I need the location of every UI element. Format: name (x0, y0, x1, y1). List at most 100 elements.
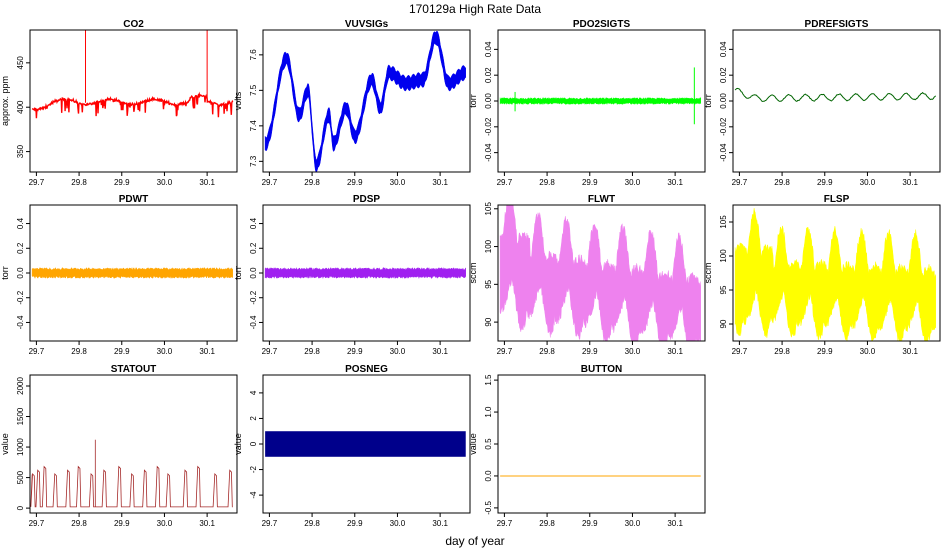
x-tick-label: 30.0 (390, 347, 406, 356)
y-tick-label: 7.3 (249, 155, 258, 167)
y-tick-label: -0.04 (484, 143, 493, 162)
panel-frame-button (497, 374, 706, 514)
panel-title-pdo2sigts: PDO2SIGTS (573, 19, 631, 30)
panel-series-flsp (734, 208, 936, 341)
panel-series-pdwt (31, 266, 233, 280)
y-tick-label: 0.0 (16, 267, 25, 279)
x-tick-label: 29.9 (347, 519, 363, 528)
y-tick-label: -4 (249, 491, 258, 499)
y-tick-label: 1000 (16, 438, 25, 456)
y-tick-label: 100 (484, 239, 493, 253)
x-tick-label: 29.8 (71, 347, 87, 356)
panel-pdrefsigts: PDREFSIGTS torr 29.7 29.8 29.9 30.0 30.1 -0.04 -… (703, 19, 941, 187)
panel-frame-co2 (29, 29, 238, 173)
y-tick-label: 0.5 (484, 438, 493, 450)
x-tick-label: 29.7 (732, 178, 748, 187)
y-tick-label: 0.00 (719, 93, 728, 109)
panel-button: BUTTON value 29.7 29.8 29.9 30.0 30.1 -0.5 0.0 0.… (468, 364, 706, 528)
panel-ylabel-flwt: sccm (468, 263, 478, 284)
x-tick-label: 29.7 (29, 347, 45, 356)
panel-series-pdrefsigts (734, 87, 937, 102)
panel-ylabel-statout: value (0, 433, 10, 455)
panel-series-statout (30, 439, 233, 508)
x-tick-label: 29.9 (582, 347, 598, 356)
x-tick-label: 30.1 (432, 519, 448, 528)
y-tick-label: 1.0 (484, 406, 493, 418)
panel-co2: CO2 approx. ppm 29.7 29.8 29.9 30.0 30.1 350 400… (0, 19, 238, 187)
figure-x-axis-label: day of year (445, 534, 504, 548)
series-line-pdrefsigts (734, 87, 937, 102)
y-tick-label: -0.4 (249, 315, 258, 329)
panel-title-pdwt: PDWT (119, 194, 148, 205)
y-tick-label: 400 (16, 100, 25, 114)
x-tick-label: 29.8 (539, 519, 555, 528)
y-tick-label: 4 (249, 390, 258, 395)
y-tick-label: 90 (484, 317, 493, 326)
y-tick-label: 2000 (16, 377, 25, 395)
series-band-pdo2sigts (499, 96, 701, 106)
y-tick-label: -0.2 (249, 290, 258, 304)
series-band-flsp (734, 208, 936, 341)
y-tick-label: 100 (719, 249, 728, 263)
panel-series-flwt (499, 205, 701, 341)
x-tick-label: 29.7 (732, 347, 748, 356)
x-tick-label: 30.0 (860, 347, 876, 356)
y-tick-label: 350 (16, 144, 25, 158)
panel-flwt: FLWT sccm 29.7 29.8 29.9 30.0 30.1 90 95 100 105 (468, 194, 706, 356)
panel-title-flsp: FLSP (824, 194, 850, 205)
x-tick-label: 30.0 (625, 519, 641, 528)
x-tick-label: 30.0 (390, 519, 406, 528)
panel-pdo2sigts: PDO2SIGTS torr 29.7 29.8 29.9 30.0 30.1 -0.04 -0… (468, 19, 706, 187)
x-tick-label: 29.9 (582, 519, 598, 528)
x-tick-label: 30.1 (199, 178, 215, 187)
y-tick-label: 95 (719, 285, 728, 294)
panel-series-vuvsigs (264, 30, 466, 172)
panel-series-posneg (265, 431, 466, 457)
x-tick-label: 29.7 (29, 178, 45, 187)
series-line-co2 (31, 91, 234, 119)
y-tick-label: 0.00 (484, 93, 493, 109)
y-tick-label: 0 (16, 505, 25, 510)
x-tick-label: 29.8 (304, 519, 320, 528)
x-tick-label: 29.8 (304, 347, 320, 356)
panel-ylabel-co2: approx. ppm (0, 76, 10, 126)
panel-pdsp: PDSP torr 29.7 29.8 29.9 30.0 30.1 -0.4 -0.2 0.0 0… (233, 194, 471, 356)
panel-posneg: POSNEG value 29.7 29.8 29.9 30.0 30.1 -4 -2 0 2 4 (233, 364, 471, 528)
x-tick-label: 30.0 (157, 178, 173, 187)
x-tick-label: 29.9 (114, 178, 130, 187)
x-tick-label: 30.1 (667, 347, 683, 356)
x-tick-label: 30.1 (199, 347, 215, 356)
panel-title-posneg: POSNEG (345, 364, 388, 375)
series-band-posneg (265, 431, 466, 457)
y-tick-label: 0 (249, 441, 258, 446)
panel-frame-vuvsigs (262, 29, 471, 173)
x-tick-label: 29.7 (497, 178, 513, 187)
figure-super-title: 170129a High Rate Data (409, 2, 541, 16)
panel-title-pdsp: PDSP (353, 194, 381, 205)
y-tick-label: 1.5 (484, 374, 493, 386)
x-tick-label: 29.7 (262, 178, 278, 187)
x-tick-label: 29.7 (497, 519, 513, 528)
y-tick-label: 105 (484, 202, 493, 216)
panel-title-statout: STATOUT (111, 364, 157, 375)
x-tick-label: 29.7 (29, 519, 45, 528)
panel-ylabel-pdsp: torr (233, 266, 243, 280)
panel-ylabel-vuvsigs: volts (233, 91, 243, 110)
x-tick-label: 29.8 (774, 347, 790, 356)
panel-title-button: BUTTON (581, 364, 622, 375)
panel-ylabel-pdrefsigts: torr (703, 94, 713, 108)
series-band-pdwt (31, 266, 233, 280)
y-tick-label: -0.2 (16, 290, 25, 304)
y-tick-label: 90 (719, 319, 728, 328)
panel-series-pdsp (264, 266, 466, 280)
panel-pdwt: PDWT torr 29.7 29.8 29.9 30.0 30.1 -0.4 -0.2 0.0 0… (0, 194, 238, 356)
x-tick-label: 30.1 (667, 519, 683, 528)
y-tick-label: -0.4 (16, 315, 25, 329)
y-tick-label: -0.5 (484, 500, 493, 514)
x-tick-label: 30.1 (902, 178, 918, 187)
x-tick-label: 29.7 (262, 519, 278, 528)
x-tick-label: 29.8 (71, 178, 87, 187)
y-tick-label: -2 (249, 465, 258, 473)
